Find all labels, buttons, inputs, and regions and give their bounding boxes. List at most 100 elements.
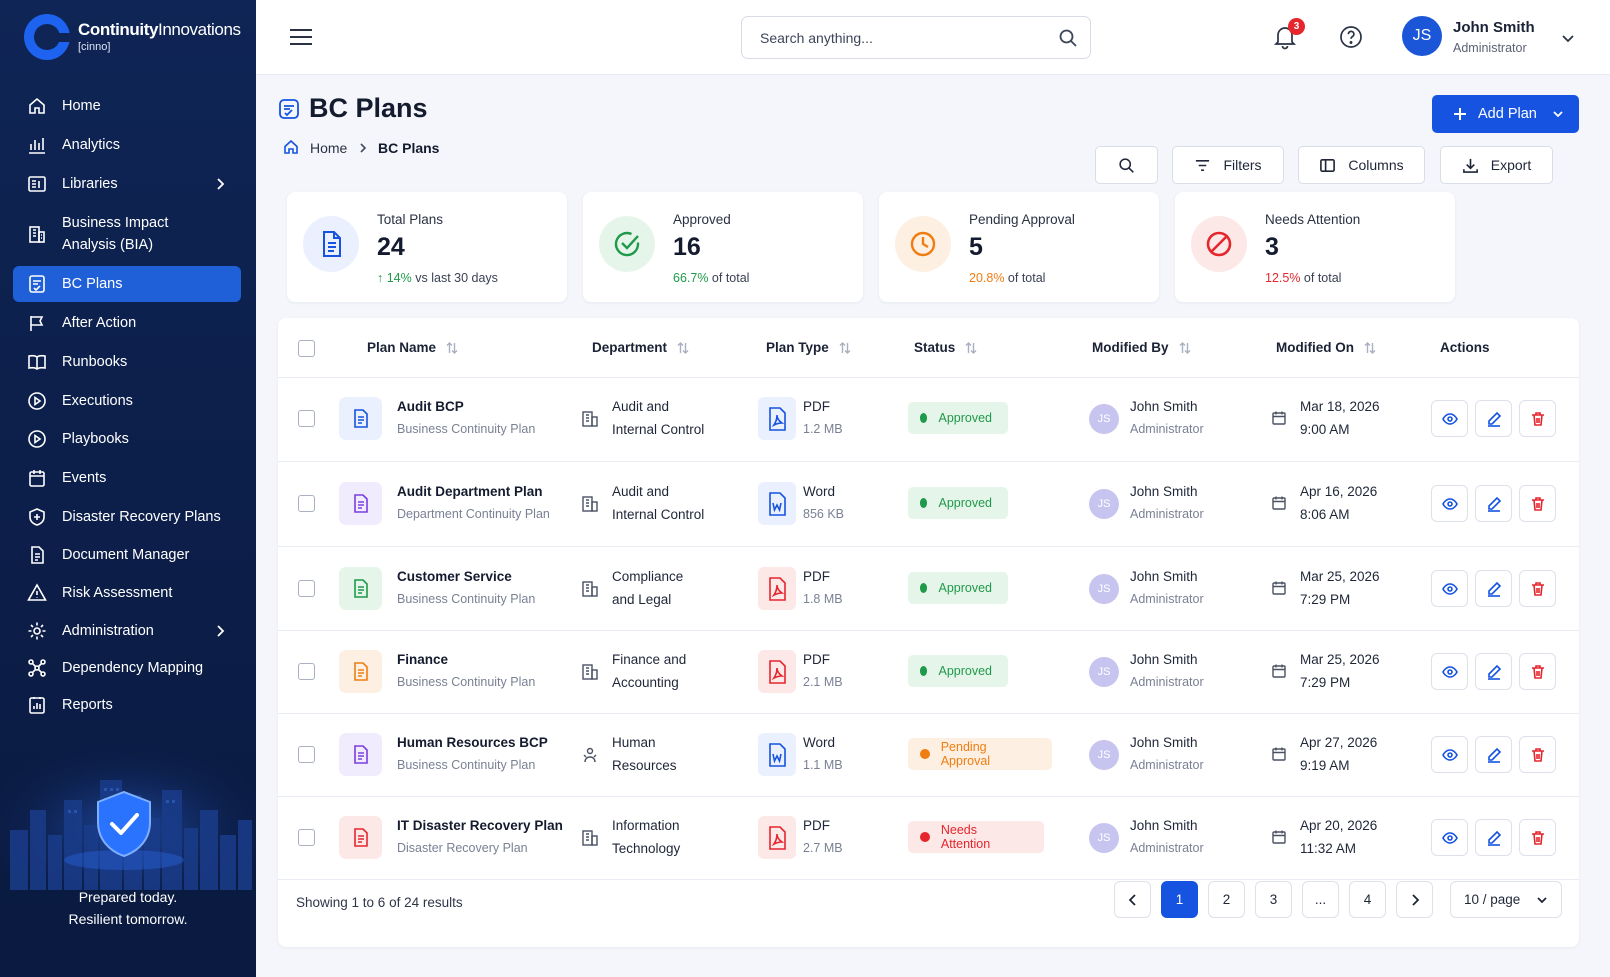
row-checkbox[interactable] [298, 410, 315, 427]
building-icon [582, 664, 598, 680]
divider [278, 713, 1579, 714]
plan-name[interactable]: Human Resources BCP [397, 735, 548, 750]
row-checkbox[interactable] [298, 580, 315, 597]
brand-logo[interactable]: ContinuityInnovations [cinno] [24, 14, 241, 60]
sidebar-item-disaster-recovery[interactable]: Disaster Recovery Plans [13, 499, 241, 535]
sidebar-item-risk-assessment[interactable]: Risk Assessment [13, 575, 241, 611]
column-header-department[interactable]: Department [592, 340, 689, 355]
sidebar-item-events[interactable]: Events [13, 460, 241, 496]
sidebar: ContinuityInnovations [cinno] Home Analy… [0, 0, 256, 977]
sidebar-item-libraries[interactable]: Libraries [13, 166, 241, 202]
sort-icon [839, 341, 851, 354]
sidebar-item-document-manager[interactable]: Document Manager [13, 537, 241, 573]
delete-button[interactable] [1519, 653, 1556, 690]
edit-button[interactable] [1475, 736, 1512, 773]
row-checkbox[interactable] [298, 829, 315, 846]
previous-page-button[interactable] [1114, 881, 1151, 918]
delete-button[interactable] [1519, 570, 1556, 607]
add-plan-button[interactable]: Add Plan [1432, 95, 1579, 133]
table-search-button[interactable] [1095, 146, 1158, 184]
select-all-checkbox[interactable] [298, 340, 315, 357]
sidebar-item-administration[interactable]: Administration [13, 613, 241, 649]
filters-button[interactable]: Filters [1172, 146, 1284, 184]
edit-button[interactable] [1475, 653, 1512, 690]
view-button[interactable] [1431, 819, 1468, 856]
page-button-3[interactable]: 3 [1255, 881, 1292, 918]
breadcrumb-home[interactable]: Home [310, 140, 348, 156]
plan-kind: Business Continuity Plan [397, 592, 536, 606]
chevron-right-icon [1411, 893, 1419, 906]
divider [278, 630, 1579, 631]
help-icon[interactable] [1339, 25, 1363, 49]
sidebar-item-bc-plans[interactable]: BC Plans [13, 266, 241, 302]
row-checkbox[interactable] [298, 495, 315, 512]
eye-icon [1441, 497, 1458, 510]
table-row[interactable]: Audit BCP Business Continuity Plan Audit… [278, 377, 1579, 461]
delete-button[interactable] [1519, 819, 1556, 856]
sidebar-item-label: Business Impact [62, 215, 169, 231]
plan-name[interactable]: Customer Service [397, 569, 512, 584]
columns-button[interactable]: Columns [1298, 146, 1425, 184]
sidebar-item-bia[interactable]: Business Impact Analysis (BIA) [13, 206, 241, 262]
view-button[interactable] [1431, 570, 1468, 607]
department-line-1: Human [612, 735, 656, 750]
notification-badge: 3 [1288, 18, 1305, 35]
column-header-plan-name[interactable]: Plan Name [367, 340, 458, 355]
sidebar-item-dependency-mapping[interactable]: Dependency Mapping [13, 650, 241, 686]
next-page-button[interactable] [1396, 881, 1433, 918]
column-header-modified-by[interactable]: Modified By [1092, 340, 1191, 355]
edit-button[interactable] [1475, 400, 1512, 437]
table-row[interactable]: Customer Service Business Continuity Pla… [278, 547, 1579, 631]
delete-button[interactable] [1519, 485, 1556, 522]
edit-button[interactable] [1475, 819, 1512, 856]
avatar: JS [1089, 574, 1119, 604]
home-icon[interactable] [283, 139, 299, 155]
people-icon [583, 747, 597, 763]
table-row[interactable]: Audit Department Plan Department Continu… [278, 462, 1579, 546]
edit-button[interactable] [1475, 485, 1512, 522]
sidebar-item-analytics[interactable]: Analytics [13, 127, 241, 163]
page-button-1[interactable]: 1 [1161, 881, 1198, 918]
search-input[interactable]: Search anything... [741, 16, 1091, 59]
sidebar-item-playbooks[interactable]: Playbooks [13, 421, 241, 457]
page-button-4[interactable]: 4 [1349, 881, 1386, 918]
hamburger-menu-icon[interactable] [288, 26, 314, 48]
sidebar-item-after-action[interactable]: After Action [13, 305, 241, 341]
modified-by-role: Administrator [1130, 758, 1204, 772]
export-button[interactable]: Export [1440, 146, 1553, 184]
chevron-down-icon[interactable] [1560, 30, 1576, 46]
sidebar-item-runbooks[interactable]: Runbooks [13, 344, 241, 380]
sidebar-item-label: Playbooks [62, 431, 129, 447]
view-button[interactable] [1431, 400, 1468, 437]
sidebar-item-executions[interactable]: Executions [13, 383, 241, 419]
plan-name[interactable]: Finance [397, 652, 449, 667]
plan-name[interactable]: Audit BCP [397, 399, 464, 414]
row-checkbox[interactable] [298, 746, 315, 763]
row-checkbox[interactable] [298, 663, 315, 680]
sidebar-item-home[interactable]: Home [13, 88, 241, 124]
plan-name[interactable]: Audit Department Plan [397, 484, 543, 499]
view-button[interactable] [1431, 736, 1468, 773]
plan-name[interactable]: IT Disaster Recovery Plan [397, 818, 563, 833]
sidebar-item-reports[interactable]: Reports [13, 687, 241, 723]
modified-date: Mar 18, 2026 [1300, 399, 1380, 414]
library-icon [28, 176, 46, 192]
delete-button[interactable] [1519, 736, 1556, 773]
delete-button[interactable] [1519, 400, 1556, 437]
user-name[interactable]: John Smith [1453, 19, 1535, 36]
column-header-plan-type[interactable]: Plan Type [766, 340, 851, 355]
table-row[interactable]: IT Disaster Recovery Plan Disaster Recov… [278, 796, 1579, 880]
table-row[interactable]: Human Resources BCP Business Continuity … [278, 713, 1579, 797]
column-header-modified-on[interactable]: Modified On [1276, 340, 1376, 355]
view-button[interactable] [1431, 653, 1468, 690]
table-row[interactable]: Finance Business Continuity Plan Finance… [278, 630, 1579, 714]
user-avatar[interactable]: JS [1402, 16, 1442, 56]
sort-icon [677, 341, 689, 354]
edit-button[interactable] [1475, 570, 1512, 607]
column-header-status[interactable]: Status [914, 340, 977, 355]
sidebar-item-label: Runbooks [62, 354, 128, 370]
page-button-2[interactable]: 2 [1208, 881, 1245, 918]
avatar: JS [1089, 823, 1119, 853]
view-button[interactable] [1431, 485, 1468, 522]
per-page-select[interactable]: 10 / page [1450, 881, 1562, 918]
